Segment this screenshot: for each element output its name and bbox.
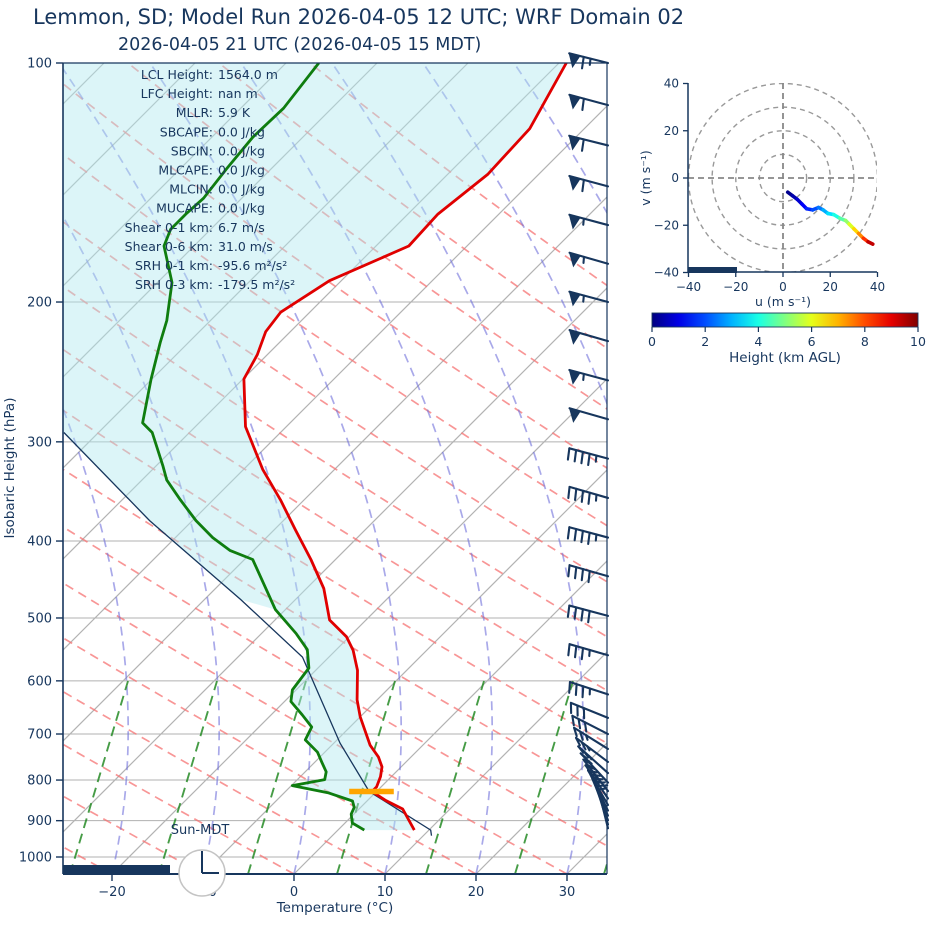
svg-text:31.0 m/s: 31.0 m/s [218,239,273,254]
svg-text:0: 0 [648,334,656,349]
page-title: Lemmon, SD; Model Run 2026-04-05 12 UTC;… [33,5,685,29]
svg-text:100: 100 [27,57,52,72]
wind-barb-column [566,52,610,830]
svg-text:8: 8 [861,334,869,349]
cin-shading [63,63,567,831]
svg-text:40: 40 [664,77,679,91]
svg-text:0.0 J/kg: 0.0 J/kg [218,143,265,158]
sun-clock [178,849,226,897]
svg-text:−20: −20 [98,885,125,900]
svg-text:700: 700 [27,728,52,743]
valid-time-subtitle: 2026-04-05 21 UTC (2026-04-05 15 MDT) [118,35,482,55]
svg-text:−20: −20 [654,218,679,232]
svg-text:4: 4 [754,334,762,349]
svg-text:0: 0 [671,171,679,185]
svg-text:5.9 K: 5.9 K [218,105,251,120]
svg-text:600: 600 [27,674,52,689]
svg-text:0.0 J/kg: 0.0 J/kg [218,124,265,139]
svg-text:SRH 0-1 km:: SRH 0-1 km: [135,258,213,273]
svg-text:6.7 m/s: 6.7 m/s [218,220,265,235]
svg-text:SBCIN:: SBCIN: [171,143,213,158]
sun-mdt-label: Sun-MDT [171,823,230,838]
svg-text:300: 300 [27,435,52,450]
svg-text:0.0 J/kg: 0.0 J/kg [218,201,265,216]
svg-text:Shear 0-1 km:: Shear 0-1 km: [125,220,213,235]
svg-text:Shear 0-6 km:: Shear 0-6 km: [125,239,213,254]
svg-text:800: 800 [27,774,52,789]
svg-text:40: 40 [870,280,885,294]
svg-text:0: 0 [290,885,298,900]
svg-text:0.0 J/kg: 0.0 J/kg [218,182,265,197]
svg-text:MLLR:: MLLR: [176,105,213,120]
svg-text:400: 400 [27,535,52,550]
svg-text:LFC Height:: LFC Height: [141,86,213,101]
svg-text:LCL Height:: LCL Height: [141,67,213,82]
svg-text:20: 20 [664,124,679,138]
svg-text:500: 500 [27,611,52,626]
stats-block: LCL Height: 1564.0 m LFC Height: nan m MLLR:… [125,67,296,292]
svg-text:SBCAPE:: SBCAPE: [160,124,213,139]
svg-text:20: 20 [468,885,485,900]
svg-text:-95.6 m²/s²: -95.6 m²/s² [218,258,287,273]
hodograph-x-label: u (m s⁻¹) [755,294,811,309]
hodograph: −40 −20 0 20 40 −40 −20 0 20 40 [654,77,885,295]
svg-text:30: 30 [559,885,576,900]
skewt-frame: 1002003004005006007008009001000−20−10010… [19,57,608,900]
x-axis-label: Temperature (°C) [276,900,394,916]
svg-text:SRH 0-3 km:: SRH 0-3 km: [135,277,213,292]
colorbar-label: Height (km AGL) [729,350,841,366]
svg-text:2: 2 [701,334,709,349]
svg-text:20: 20 [823,280,838,294]
svg-text:MLCIN:: MLCIN: [169,182,213,197]
svg-text:0.0 J/kg: 0.0 J/kg [218,163,265,178]
height-colorbar: 0 2 4 6 8 10 [648,312,926,349]
svg-text:MLCAPE:: MLCAPE: [158,163,213,178]
svg-text:10: 10 [910,334,926,349]
svg-text:−40: −40 [676,280,701,294]
svg-text:−40: −40 [654,266,679,280]
svg-text:10: 10 [377,885,394,900]
svg-text:6: 6 [808,334,816,349]
svg-text:−20: −20 [723,280,748,294]
svg-text:900: 900 [27,814,52,829]
svg-text:-179.5 m²/s²: -179.5 m²/s² [218,277,295,292]
svg-text:MUCAPE:: MUCAPE: [156,201,213,216]
svg-text:1564.0 m: 1564.0 m [218,67,278,82]
svg-text:1000: 1000 [19,851,52,866]
svg-text:200: 200 [27,296,52,311]
hodograph-y-label: v (m s⁻¹) [638,150,653,205]
svg-text:0: 0 [779,280,787,294]
svg-text:nan m: nan m [218,86,258,101]
y-axis-label: Isobaric Height (hPa) [2,398,18,539]
profile-lines [63,63,568,836]
